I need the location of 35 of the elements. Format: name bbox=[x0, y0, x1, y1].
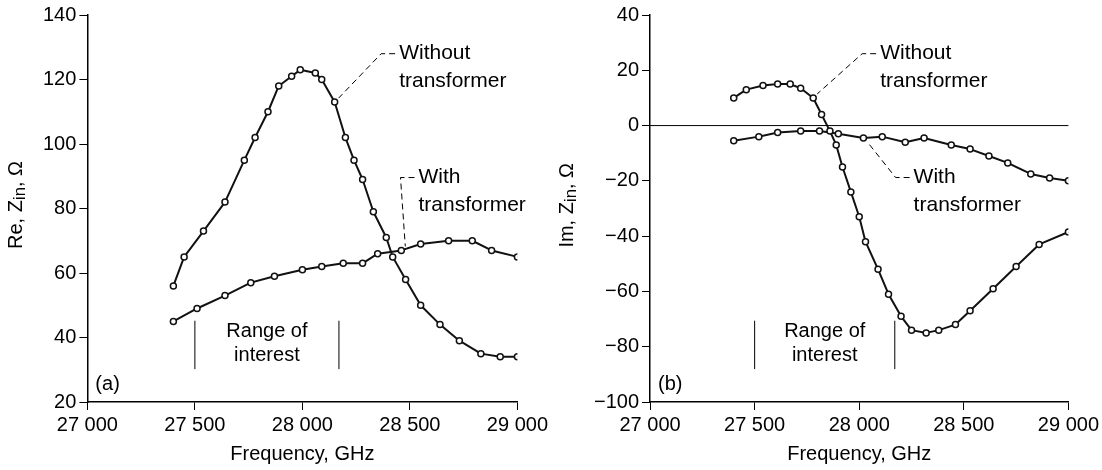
y-tick-label: 20 bbox=[616, 57, 640, 80]
y-tick-label: 140 bbox=[42, 2, 77, 25]
y-tick-label: 120 bbox=[42, 67, 77, 90]
text: Without transformer bbox=[399, 40, 507, 92]
annotation: (b) bbox=[658, 371, 683, 394]
y-tick-label: −20 bbox=[605, 168, 640, 191]
y-tick-label: 100 bbox=[42, 131, 77, 154]
y-tick-label: 20 bbox=[54, 389, 77, 412]
x-tick-label: 29 000 bbox=[1037, 412, 1099, 435]
y-tick-label: −60 bbox=[605, 278, 640, 301]
y-tick-label: 60 bbox=[54, 260, 77, 283]
annotation: Range of interest bbox=[784, 319, 866, 366]
x-tick-label: 27 500 bbox=[724, 412, 786, 435]
x-axis-title: Frequency, GHz bbox=[787, 441, 932, 464]
x-tick-label: 27 000 bbox=[619, 412, 681, 435]
y-tick-label: −40 bbox=[605, 223, 640, 246]
x-tick-label: 27 000 bbox=[56, 412, 118, 435]
y-tick-label: −100 bbox=[593, 389, 640, 412]
series-label: With transformer bbox=[418, 164, 526, 216]
x-tick-label: 28 500 bbox=[933, 412, 995, 435]
x-tick-label: 28 000 bbox=[828, 412, 890, 435]
y-tick-label: 40 bbox=[616, 2, 640, 25]
series-label: With transformer bbox=[913, 164, 1021, 216]
annotation: (a) bbox=[95, 371, 120, 394]
x-tick-label: 28 000 bbox=[271, 412, 333, 435]
annotation: Range of interest bbox=[226, 319, 308, 366]
x-axis-title: Frequency, GHz bbox=[230, 441, 375, 464]
y-tick-label: 40 bbox=[54, 325, 77, 348]
x-tick-label: 28 500 bbox=[379, 412, 441, 435]
x-tick-label: 27 500 bbox=[164, 412, 226, 435]
y-tick-label: −80 bbox=[605, 334, 640, 357]
y-tick-label: 0 bbox=[627, 113, 640, 136]
text: Without transformer bbox=[880, 40, 988, 92]
x-tick-label: 29 000 bbox=[486, 412, 548, 435]
y-tick-label: 80 bbox=[54, 196, 77, 219]
